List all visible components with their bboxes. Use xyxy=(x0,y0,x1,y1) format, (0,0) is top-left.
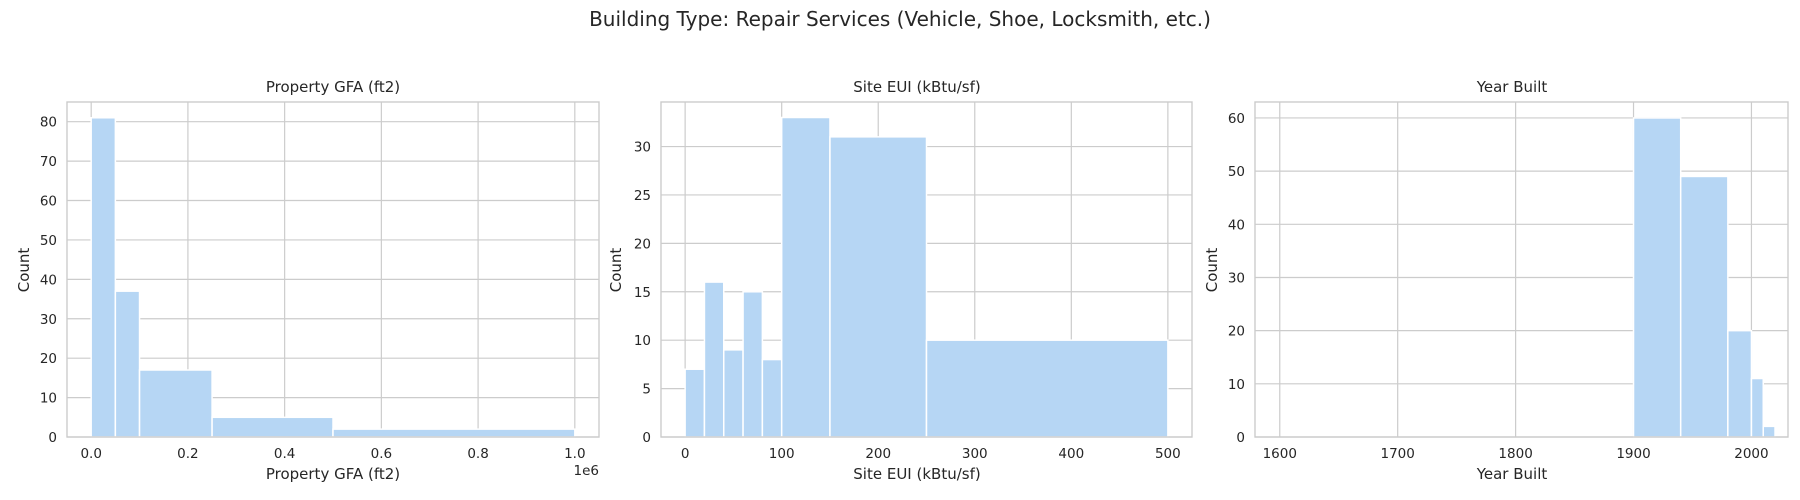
x-tick-label: 0.8 xyxy=(467,446,488,462)
x-tick-labels: 0 100 200 300 400 500 xyxy=(681,446,1181,462)
histogram-bar xyxy=(211,416,334,438)
histogram-bar xyxy=(1727,329,1753,438)
y-tick-label: 0 xyxy=(1236,430,1245,446)
x-tick-label: 0 xyxy=(681,446,690,462)
bars xyxy=(684,116,1169,438)
y-tick-label: 50 xyxy=(1228,164,1245,180)
y-tick-labels: 0 10 20 30 40 50 60 70 80 xyxy=(40,115,57,446)
histogram-bar xyxy=(332,428,576,438)
y-tick-label: 0 xyxy=(48,430,57,446)
x-axis-label: Property GFA (ft2) xyxy=(266,465,400,483)
histogram-bar xyxy=(1762,425,1776,438)
y-tick-label: 15 xyxy=(634,285,651,301)
y-tick-label: 80 xyxy=(40,115,57,131)
plot-frame xyxy=(66,101,600,438)
plot-frame xyxy=(660,101,1193,438)
y-axis-label: Count xyxy=(15,248,33,293)
y-tick-label: 20 xyxy=(40,351,57,367)
x-tick-label: 200 xyxy=(865,446,891,462)
histogram-bar xyxy=(703,281,725,438)
y-tick-label: 40 xyxy=(40,272,57,288)
x-tick-label: 1800 xyxy=(1498,446,1532,462)
histogram-bar xyxy=(742,291,764,438)
x-tick-label: 0.4 xyxy=(274,446,295,462)
y-tick-label: 25 xyxy=(634,188,651,204)
x-tick-labels: 0.0 0.2 0.4 0.6 0.8 1.0 xyxy=(80,446,585,462)
y-tick-labels: 0 5 10 15 20 25 30 xyxy=(634,140,651,446)
y-tick-label: 30 xyxy=(40,312,57,328)
x-axis-label: Site EUI (kBtu/sf) xyxy=(853,465,980,483)
x-tick-label: 500 xyxy=(1155,446,1181,462)
histogram-bar xyxy=(761,358,783,438)
histogram-site-eui: Site EUI (kBtu/sf) 0 100 200 300 400 500 0 5 10… xyxy=(607,78,1193,483)
y-tick-label: 0 xyxy=(642,430,651,446)
y-tick-label: 10 xyxy=(634,333,651,349)
grid xyxy=(67,102,599,438)
x-tick-label: 300 xyxy=(962,446,988,462)
panel-title: Year Built xyxy=(1476,78,1548,96)
x-offset-text: 1e6 xyxy=(574,463,599,479)
y-tick-labels: 0 10 20 30 40 50 60 xyxy=(1228,111,1245,446)
panel-title: Property GFA (ft2) xyxy=(266,78,400,96)
y-axis-label: Count xyxy=(1203,248,1221,293)
histogram-year-built: Year Built 1600 1700 1800 1900 2000 0 10 20 30 4… xyxy=(1203,78,1789,483)
y-tick-label: 10 xyxy=(1228,377,1245,393)
y-tick-label: 30 xyxy=(634,140,651,156)
y-tick-label: 10 xyxy=(40,391,57,407)
x-tick-label: 0.6 xyxy=(371,446,392,462)
x-tick-label: 400 xyxy=(1058,446,1084,462)
panel-title: Site EUI (kBtu/sf) xyxy=(853,78,980,96)
x-axis-label: Year Built xyxy=(1476,465,1548,483)
y-axis-label: Count xyxy=(607,248,625,293)
histogram-bar xyxy=(1632,117,1682,438)
histogram-bar xyxy=(114,290,141,438)
figure-title: Building Type: Repair Services (Vehicle,… xyxy=(589,7,1211,31)
histogram-bar xyxy=(780,116,831,438)
y-tick-label: 50 xyxy=(40,233,57,249)
x-tick-label: 2000 xyxy=(1734,446,1768,462)
x-tick-label: 1700 xyxy=(1381,446,1415,462)
y-tick-label: 40 xyxy=(1228,217,1245,233)
histogram-bar xyxy=(1679,175,1729,438)
x-tick-label: 0.2 xyxy=(177,446,198,462)
histogram-bar xyxy=(1750,377,1764,438)
histogram-bar xyxy=(829,136,928,438)
y-tick-label: 20 xyxy=(1228,324,1245,340)
y-tick-label: 20 xyxy=(634,236,651,252)
y-tick-label: 5 xyxy=(642,382,651,398)
x-tick-label: 1600 xyxy=(1263,446,1297,462)
histogram-bar xyxy=(138,369,213,438)
histogram-bar xyxy=(90,117,117,438)
x-tick-label: 1.0 xyxy=(564,446,585,462)
x-tick-label: 0.0 xyxy=(80,446,101,462)
x-tick-labels: 1600 1700 1800 1900 2000 xyxy=(1263,446,1769,462)
bars xyxy=(90,117,576,438)
plot-frame xyxy=(1254,101,1789,438)
y-tick-label: 60 xyxy=(1228,111,1245,127)
x-tick-label: 100 xyxy=(769,446,795,462)
histogram-bar xyxy=(723,349,744,438)
y-tick-label: 60 xyxy=(40,194,57,210)
histogram-bar xyxy=(684,368,706,438)
histogram-bar xyxy=(925,339,1169,438)
x-tick-label: 1900 xyxy=(1616,446,1650,462)
y-tick-label: 30 xyxy=(1228,270,1245,286)
y-tick-label: 70 xyxy=(40,154,57,170)
histogram-property-gfa: Property GFA (ft2) 0.0 0.2 0.4 0.6 0.8 1.0 0 1… xyxy=(15,78,600,483)
